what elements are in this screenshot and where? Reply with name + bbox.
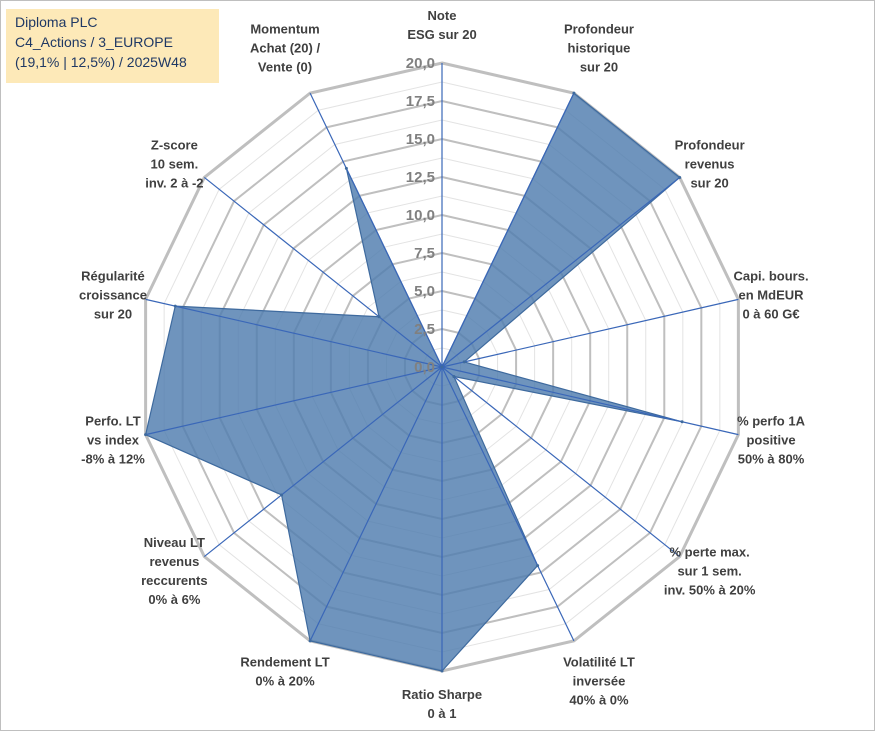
data-point <box>308 639 312 643</box>
data-point <box>536 564 540 568</box>
axis-spoke <box>441 92 575 368</box>
axis-label-line: Vente (0) <box>258 59 312 74</box>
axis-spoke <box>203 366 443 558</box>
axis-label-line: vs index <box>87 433 140 448</box>
axis-label-line: Achat (20) / <box>250 40 320 55</box>
data-point <box>440 669 444 673</box>
axis-label-line: Perfo. LT <box>85 414 140 429</box>
axis-label-line: Profondeur <box>564 21 634 36</box>
tick-label: 0,0 <box>414 359 435 376</box>
axis-label-line: Profondeur <box>675 138 745 153</box>
tick-label: 2,5 <box>414 321 435 338</box>
axis-label-line: Capi. bours. <box>733 268 808 283</box>
axis-label: Note ESG sur 20 <box>407 8 476 42</box>
data-point <box>344 166 348 170</box>
axis-spoke <box>441 176 681 368</box>
axis-label-line: 0% à 6% <box>148 592 200 607</box>
data-points <box>144 91 684 673</box>
title-company: Diploma PLC <box>15 14 98 30</box>
axis-label: Volatilité LT inversée 40% à 0% <box>563 655 635 708</box>
axis-label-line: revenus <box>685 157 735 172</box>
axis-label-line: Momentum <box>250 21 319 36</box>
axis-spoke <box>441 366 681 558</box>
tick-labels: 0,0 2,5 5,0 7,5 10,0 12,5 15,0 17,5 20,0 <box>406 55 435 376</box>
tick-label: 20,0 <box>406 55 435 72</box>
tick-label: 17,5 <box>406 93 435 110</box>
tick-label: 15,0 <box>406 131 435 148</box>
axis-spoke <box>441 366 739 436</box>
data-point <box>377 315 381 319</box>
tick-label: 10,0 <box>406 207 435 224</box>
data-point <box>452 374 456 378</box>
axis-label-line: sur 20 <box>690 176 728 191</box>
axis-label-line: 40% à 0% <box>569 693 629 708</box>
axis-label: Profondeur revenus sur 20 <box>675 138 745 191</box>
axis-spoke <box>309 366 443 642</box>
data-point <box>678 175 682 179</box>
axis-label: Z-score 10 sem. inv. 2 à -2 <box>145 138 203 191</box>
axis-label-line: positive <box>746 433 795 448</box>
axis-spoke <box>203 176 443 368</box>
axis-label-line: reccurents <box>141 573 207 588</box>
chart-title-box: Diploma PLC C4_Actions / 3_EUROPE (19,1%… <box>6 9 219 83</box>
data-point <box>144 433 148 437</box>
axis-spokes <box>145 63 739 671</box>
axis-label-line: % perte max. <box>670 544 750 559</box>
axis-spoke <box>145 298 443 368</box>
axis-label: % perte max. sur 1 sem. inv. 50% à 20% <box>664 544 756 597</box>
tick-label: 7,5 <box>414 245 435 262</box>
axis-spoke <box>441 298 739 368</box>
axis-label-line: sur 1 sem. <box>677 563 741 578</box>
axis-spoke <box>441 366 575 642</box>
axis-label: Niveau LT revenus reccurents 0% à 6% <box>141 535 207 607</box>
axis-label-line: sur 20 <box>94 306 132 321</box>
axis-labels: Note ESG sur 20 Profondeur historique sur 20… <box>79 8 809 721</box>
axis-label: Perfo. LT vs index -8% à 12% <box>81 414 145 467</box>
tick-label: 12,5 <box>406 169 435 186</box>
axis-label-line: inv. 50% à 20% <box>664 582 756 597</box>
axis-label-line: historique <box>568 40 631 55</box>
axis-label-line: 10 sem. <box>151 157 199 172</box>
axis-label-line: ESG sur 20 <box>407 27 476 42</box>
data-point <box>462 360 466 364</box>
data-point <box>280 493 284 497</box>
axis-label-line: Rendement LT <box>240 655 329 670</box>
axis-label: Rendement LT 0% à 20% <box>240 655 329 689</box>
axis-label: Momentum Achat (20) / Vente (0) <box>250 21 320 74</box>
axis-spoke <box>145 366 443 436</box>
axis-label-line: sur 20 <box>580 59 618 74</box>
axis-label: Capi. bours. en MdEUR 0 à 60 G€ <box>733 268 808 321</box>
title-category: C4_Actions / 3_EUROPE <box>15 34 173 50</box>
axis-label-line: revenus <box>149 554 199 569</box>
axis-label: Ratio Sharpe 0 à 1 <box>402 687 482 721</box>
axis-label-line: 0 à 60 G€ <box>742 306 799 321</box>
axis-label-line: % perfo 1A <box>737 414 806 429</box>
axis-label-line: Régularité <box>81 268 145 283</box>
axis-label-line: en MdEUR <box>739 287 805 302</box>
axis-label-line: 50% à 80% <box>738 452 805 467</box>
axis-label-line: Z-score <box>151 138 198 153</box>
title-period: (19,1% | 12,5%) / 2025W48 <box>15 54 187 70</box>
axis-label-line: -8% à 12% <box>81 452 145 467</box>
axis-label: % perfo 1A positive 50% à 80% <box>737 414 806 467</box>
axis-label-line: 0 à 1 <box>428 706 457 721</box>
axis-label-line: Note <box>428 8 457 23</box>
tick-label: 5,0 <box>414 283 435 300</box>
axis-label-line: 0% à 20% <box>255 674 315 689</box>
axis-label-line: Volatilité LT <box>563 655 635 670</box>
axis-label-line: Ratio Sharpe <box>402 687 482 702</box>
data-point <box>440 365 444 369</box>
axis-label-line: croissance <box>79 287 147 302</box>
axis-spoke <box>309 92 443 368</box>
axis-label-line: Niveau LT <box>144 535 205 550</box>
data-point <box>572 91 576 95</box>
axis-label-line: inv. 2 à -2 <box>145 176 203 191</box>
data-point <box>173 304 177 308</box>
axis-label: Régularité croissance sur 20 <box>79 268 147 321</box>
axis-label: Profondeur historique sur 20 <box>564 21 634 74</box>
axis-label-line: inversée <box>573 674 626 689</box>
data-point <box>680 420 684 424</box>
